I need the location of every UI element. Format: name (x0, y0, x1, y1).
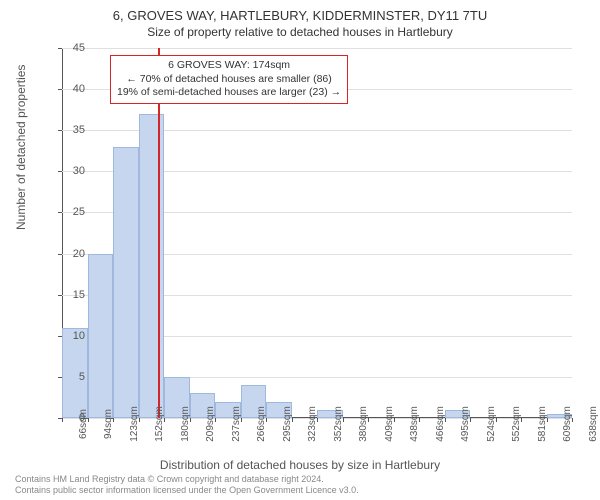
xtick-label: 295sqm (282, 406, 293, 442)
xtick-label: 352sqm (333, 406, 344, 442)
xtick-label: 123sqm (129, 406, 140, 442)
xtick-label: 323sqm (307, 406, 318, 442)
y-axis-label: Number of detached properties (14, 65, 28, 230)
xtick-label: 466sqm (435, 406, 446, 442)
histogram-bar (88, 254, 114, 418)
xtick-label: 237sqm (231, 406, 242, 442)
xtick-label: 152sqm (154, 406, 165, 442)
ytick-label: 40 (73, 83, 85, 95)
ytick-label: 10 (73, 330, 85, 342)
footer-attribution: Contains HM Land Registry data © Crown c… (15, 474, 359, 496)
chart-title: 6, GROVES WAY, HARTLEBURY, KIDDERMINSTER… (0, 0, 600, 23)
xtick-label: 638sqm (588, 406, 599, 442)
ytick-mark (58, 89, 62, 90)
xtick-label: 266sqm (256, 406, 267, 442)
x-axis-label: Distribution of detached houses by size … (0, 458, 600, 472)
ytick-mark (58, 48, 62, 49)
ytick-label: 30 (73, 165, 85, 177)
ytick-mark (58, 254, 62, 255)
xtick-label: 66sqm (78, 409, 89, 439)
chart-container: 6, GROVES WAY, HARTLEBURY, KIDDERMINSTER… (0, 0, 600, 500)
annotation-line1: 6 GROVES WAY: 174sqm (117, 59, 341, 73)
ytick-label: 15 (73, 289, 85, 301)
xtick-label: 180sqm (180, 406, 191, 442)
xtick-label: 552sqm (511, 406, 522, 442)
xtick-label: 438sqm (409, 406, 420, 442)
footer-line2: Contains public sector information licen… (15, 485, 359, 496)
xtick-label: 609sqm (562, 406, 573, 442)
ytick-label: 20 (73, 248, 85, 260)
footer-line1: Contains HM Land Registry data © Crown c… (15, 474, 359, 485)
ytick-label: 25 (73, 206, 85, 218)
annotation-line2: ← 70% of detached houses are smaller (86… (117, 73, 341, 87)
ytick-mark (58, 212, 62, 213)
ytick-mark (58, 171, 62, 172)
xtick-label: 380sqm (358, 406, 369, 442)
gridline (62, 48, 572, 49)
annotation-box: 6 GROVES WAY: 174sqm← 70% of detached ho… (110, 55, 348, 104)
xtick-label: 409sqm (384, 406, 395, 442)
ytick-label: 35 (73, 124, 85, 136)
xtick-label: 94sqm (103, 409, 114, 439)
ytick-label: 45 (73, 42, 85, 54)
xtick-label: 581sqm (537, 406, 548, 442)
xtick-label: 209sqm (205, 406, 216, 442)
histogram-bar (113, 147, 139, 418)
ytick-mark (58, 295, 62, 296)
chart-subtitle: Size of property relative to detached ho… (0, 23, 600, 39)
ytick-mark (58, 130, 62, 131)
ytick-label: 5 (79, 371, 85, 383)
xtick-label: 524sqm (486, 406, 497, 442)
xtick-mark (62, 418, 63, 422)
annotation-line3: 19% of semi-detached houses are larger (… (117, 86, 341, 100)
xtick-label: 495sqm (460, 406, 471, 442)
